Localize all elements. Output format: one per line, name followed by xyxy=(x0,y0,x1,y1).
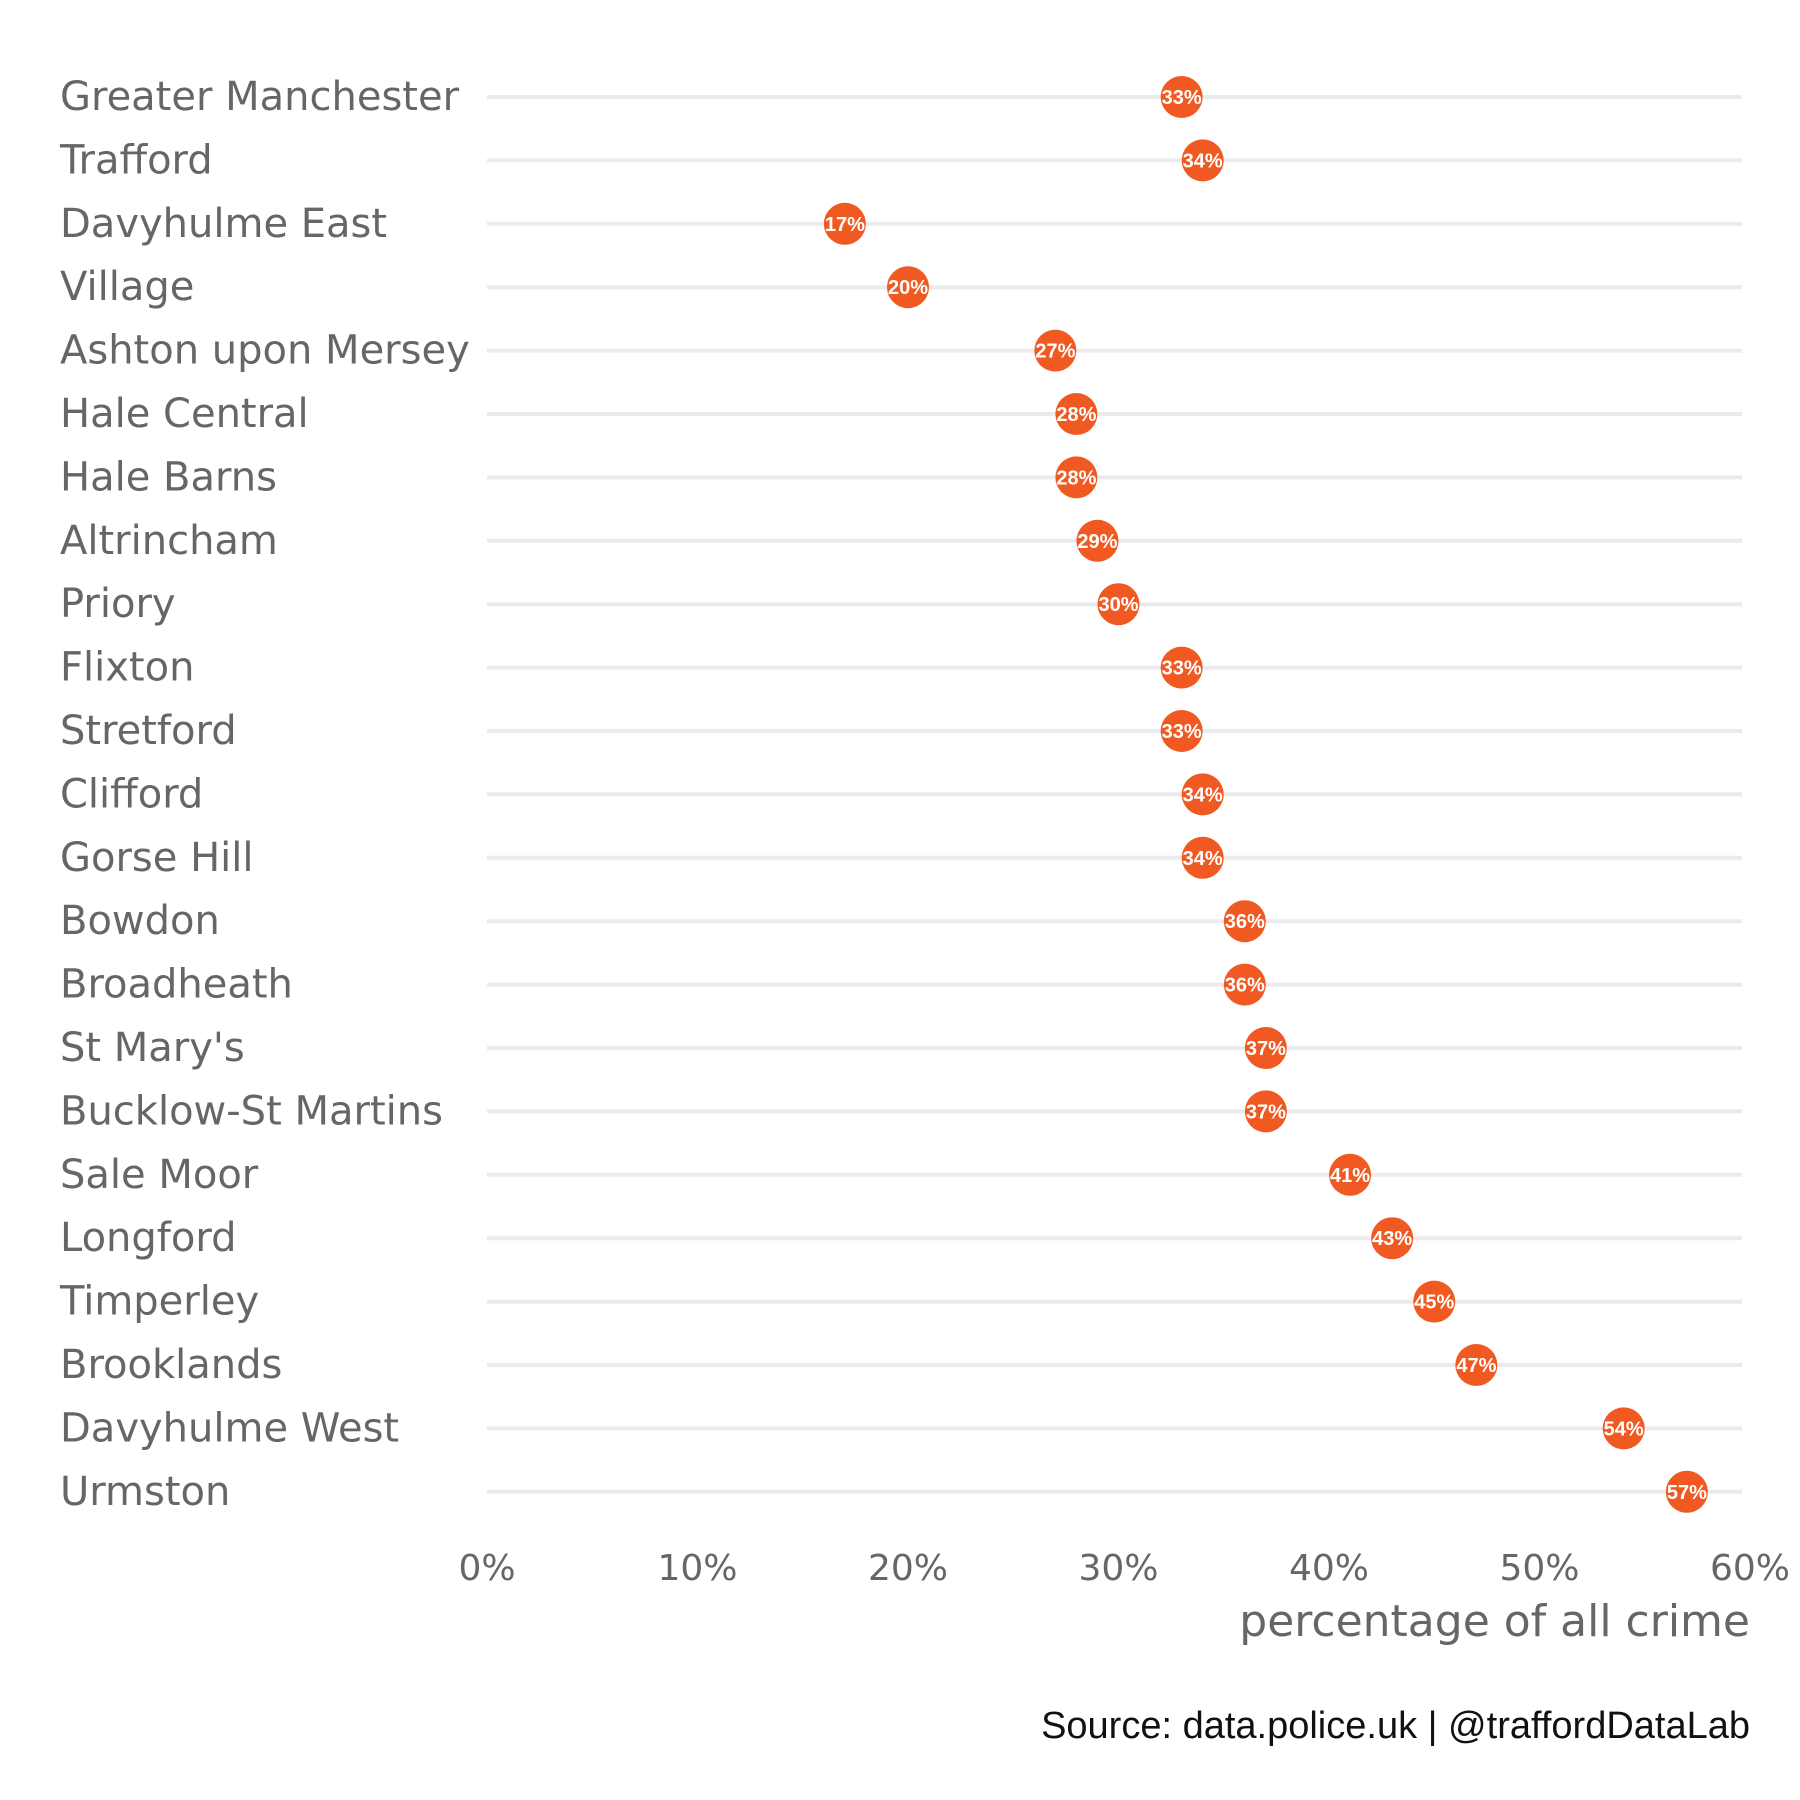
source-caption: Source: data.police.uk | @traffordDataLa… xyxy=(1041,1705,1750,1747)
x-tick-label: 0% xyxy=(458,1548,515,1589)
data-point xyxy=(1160,76,1203,118)
x-tick-label: 10% xyxy=(657,1548,737,1589)
category-label: Bucklow-St Martins xyxy=(60,1088,443,1134)
data-label: 28% xyxy=(1056,404,1096,426)
data-label: 36% xyxy=(1225,975,1265,997)
category-label: Stretford xyxy=(60,708,237,754)
x-tick-label: 60% xyxy=(1710,1548,1790,1589)
category-label: Hale Central xyxy=(60,391,309,437)
category-label: Flixton xyxy=(60,645,194,691)
x-axis-title: percentage of all crime xyxy=(1239,1596,1750,1647)
data-label: 30% xyxy=(1098,594,1138,616)
data-point xyxy=(1665,1470,1708,1513)
category-label: St Mary's xyxy=(60,1025,245,1071)
data-point xyxy=(1181,773,1224,816)
data-point xyxy=(1034,329,1077,372)
data-point xyxy=(1244,1090,1287,1133)
x-tick-label: 20% xyxy=(868,1548,948,1589)
data-point xyxy=(823,202,866,245)
data-point xyxy=(1602,1407,1645,1450)
data-point xyxy=(1181,139,1224,182)
category-labels-group: Greater Manchester Trafford Davyhulme East… xyxy=(59,74,470,1515)
data-label: 43% xyxy=(1372,1228,1412,1250)
category-label: Priory xyxy=(60,581,176,627)
data-point xyxy=(1181,836,1224,879)
category-label: Greater Manchester xyxy=(60,74,460,120)
data-point xyxy=(1455,1344,1498,1386)
category-label: Hale Barns xyxy=(60,454,277,500)
data-point xyxy=(1160,646,1203,689)
category-label: Altrincham xyxy=(60,518,278,564)
category-label: Broadheath xyxy=(60,962,293,1008)
data-label: 17% xyxy=(825,214,865,236)
x-tick-label: 30% xyxy=(1078,1548,1158,1589)
data-label: 28% xyxy=(1056,467,1096,489)
data-point xyxy=(1244,1027,1287,1069)
category-label: Sale Moor xyxy=(60,1152,259,1198)
data-point xyxy=(1076,519,1119,562)
data-point xyxy=(1055,456,1098,499)
category-label: Clifford xyxy=(60,771,203,817)
data-label: 47% xyxy=(1456,1355,1496,1377)
data-label: 34% xyxy=(1183,150,1223,172)
x-tick-labels-group: 0% 10% 20% 30% 40% 50% 60% xyxy=(458,1548,1790,1589)
data-label: 33% xyxy=(1162,658,1202,680)
category-label: Village xyxy=(60,264,194,310)
data-label: 57% xyxy=(1667,1482,1707,1504)
data-label: 33% xyxy=(1162,721,1202,743)
data-point xyxy=(1413,1280,1456,1323)
data-label: 54% xyxy=(1604,1418,1644,1440)
data-point xyxy=(1223,900,1266,943)
data-label: 37% xyxy=(1246,1101,1286,1123)
category-label: Ashton upon Mersey xyxy=(60,328,470,374)
category-label: Trafford xyxy=(59,137,213,183)
data-label: 34% xyxy=(1183,848,1223,870)
data-label: 29% xyxy=(1077,531,1117,553)
category-label: Brooklands xyxy=(60,1342,282,1388)
data-point xyxy=(1097,583,1140,626)
data-label: 34% xyxy=(1183,784,1223,806)
data-label: 36% xyxy=(1225,911,1265,933)
data-label: 20% xyxy=(888,277,928,299)
category-label: Longford xyxy=(60,1215,236,1261)
data-point xyxy=(1371,1217,1414,1260)
category-label: Gorse Hill xyxy=(60,835,254,881)
data-point xyxy=(1329,1153,1372,1196)
data-label: 37% xyxy=(1246,1038,1286,1060)
data-label: 41% xyxy=(1330,1165,1370,1187)
data-label: 27% xyxy=(1035,341,1075,363)
category-label: Urmston xyxy=(60,1469,230,1515)
data-label: 33% xyxy=(1162,87,1202,109)
data-point xyxy=(1160,710,1203,752)
category-label: Davyhulme West xyxy=(60,1405,399,1451)
x-tick-label: 50% xyxy=(1499,1548,1579,1589)
x-tick-label: 40% xyxy=(1289,1548,1369,1589)
stems-group xyxy=(487,95,1742,1494)
data-point xyxy=(1055,393,1098,435)
data-point xyxy=(1223,963,1266,1006)
category-label: Davyhulme East xyxy=(60,201,387,247)
data-label: 45% xyxy=(1414,1292,1454,1314)
points-group: 33% 34% 17% 20% 27% 28% 28% 29% 30% 33% 33% 34% 34% 3… xyxy=(823,76,1708,1513)
category-label: Timperley xyxy=(59,1279,259,1325)
data-point xyxy=(887,266,929,309)
category-label: Bowdon xyxy=(60,898,220,944)
